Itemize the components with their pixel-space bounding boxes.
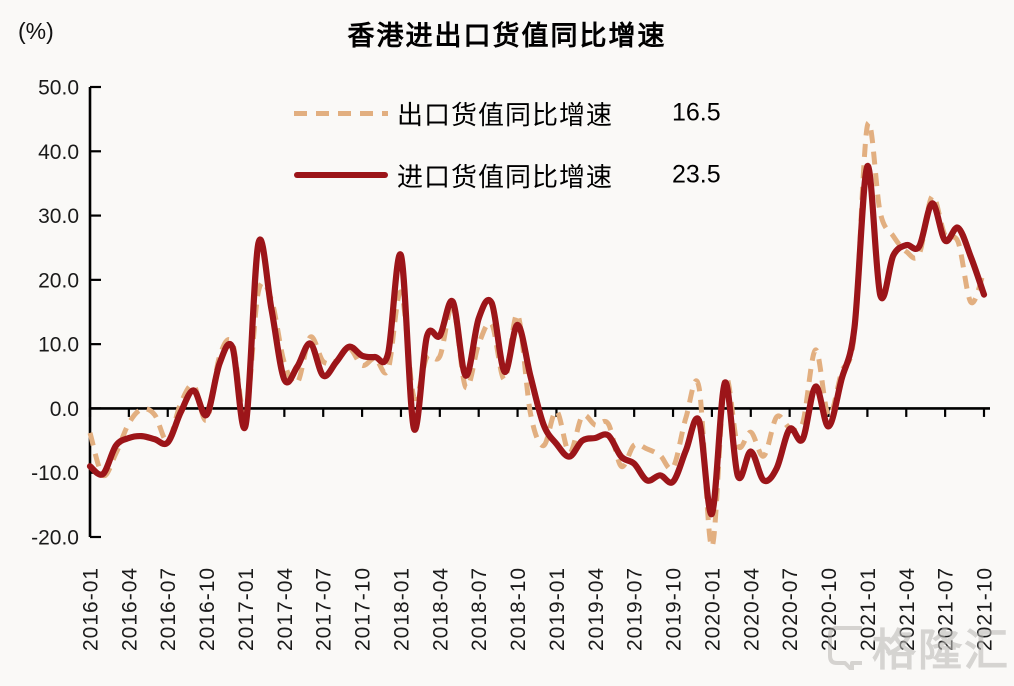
legend-label-export: 出口货值同比增速 [397, 99, 614, 130]
x-tick-label: 2016-01 [80, 567, 103, 651]
x-tick-label: 2021-10 [974, 567, 997, 651]
y-tick-label: 50.0 [38, 77, 79, 100]
legend-value-export: 16.5 [672, 98, 721, 127]
y-tick-label: 20.0 [38, 269, 79, 292]
x-tick-label: 2019-01 [546, 567, 569, 651]
y-tick-label: 0.0 [50, 398, 79, 421]
x-tick-label: 2018-07 [468, 567, 491, 651]
x-tick-label: 2020-07 [779, 567, 802, 651]
x-tick-label: 2021-07 [935, 567, 958, 651]
legend-label-import: 进口货值同比增速 [397, 161, 614, 192]
y-tick-label: 30.0 [38, 205, 79, 228]
x-tick-label: 2020-10 [818, 567, 841, 651]
x-tick-label: 2016-07 [157, 567, 180, 651]
x-tick-label: 2020-04 [740, 567, 763, 651]
chart-legend: 出口货值同比增速 16.5 进口货值同比增速 23.5 [294, 92, 774, 196]
import-series-line [86, 162, 988, 518]
legend-row-export: 出口货值同比增速 16.5 [294, 92, 774, 134]
y-axis-unit-label: (%) [18, 18, 54, 44]
x-tick-label: 2019-04 [585, 567, 608, 651]
import-line-swatch [294, 172, 388, 178]
y-tick-label: 10.0 [38, 334, 79, 357]
x-tick-label: 2018-10 [507, 567, 530, 651]
x-tick-label: 2017-01 [235, 567, 258, 651]
x-tick-label: 2017-07 [313, 567, 336, 651]
chart-title: 香港进出口货值同比增速 [347, 21, 667, 51]
y-tick-label: 40.0 [38, 141, 79, 164]
y-tick-label: -10.0 [31, 462, 79, 485]
export-line-swatch [294, 110, 388, 116]
x-tick-label: 2018-01 [391, 567, 414, 651]
x-tick-label: 2017-10 [352, 567, 375, 651]
x-tick-label: 2019-07 [624, 567, 647, 651]
x-tick-label: 2021-01 [857, 567, 880, 651]
x-tick-label: 2018-04 [429, 567, 452, 651]
legend-row-import: 进口货值同比增速 23.5 [294, 154, 774, 196]
x-tick-label: 2019-10 [663, 567, 686, 651]
y-tick-label: -20.0 [31, 527, 79, 550]
x-tick-label: 2021-04 [896, 567, 919, 651]
x-tick-label: 2020-01 [701, 567, 724, 651]
x-tick-label: 2016-10 [196, 567, 219, 651]
x-tick-label: 2016-04 [118, 567, 141, 651]
x-tick-label: 2017-04 [274, 567, 297, 651]
legend-value-import: 23.5 [672, 160, 721, 189]
